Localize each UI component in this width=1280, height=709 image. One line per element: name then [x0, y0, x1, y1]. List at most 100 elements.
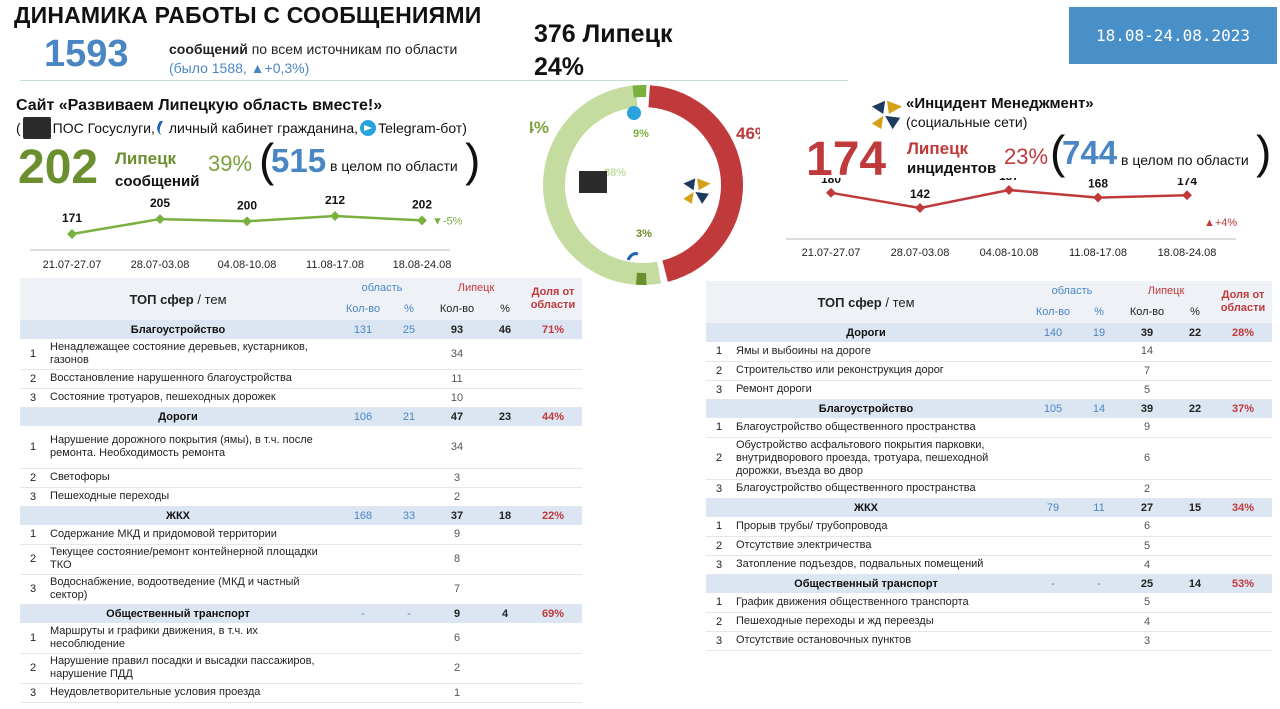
category-region-count: 106 [336, 407, 390, 426]
category-region-pct: 21 [390, 407, 428, 426]
row-number: 3 [20, 388, 46, 408]
data-point [1182, 190, 1192, 201]
data-label: 171 [62, 211, 82, 225]
row-value: 5 [1118, 380, 1176, 400]
x-tick-label: 11.08-17.08 [1069, 247, 1127, 259]
table-row: 3 Водоснабжение, водоотведение (МКД и ча… [20, 574, 582, 605]
row-topic: Нарушение правил посадки и высадки пасса… [46, 653, 336, 684]
row-empty [486, 525, 524, 545]
category-lipetsk-count: 9 [428, 604, 486, 623]
row-number: 3 [20, 487, 46, 507]
category-name: Благоустройство [706, 399, 1026, 418]
row-empty [1214, 517, 1272, 537]
category-region-pct: - [1080, 574, 1118, 593]
open-bracket: ( [1050, 126, 1066, 178]
header-lipetsk: Липецк [428, 278, 524, 298]
row-topic: Благоустройство общественного пространст… [732, 418, 1026, 438]
category-region-count: 105 [1026, 399, 1080, 418]
slice-label: 54% [530, 118, 549, 137]
row-number: 2 [20, 544, 46, 575]
row-empty [336, 653, 390, 684]
category-share: 44% [524, 407, 582, 426]
row-topic: График движения общественного транспорта [732, 593, 1026, 613]
row-empty [1080, 536, 1118, 556]
period-badge: 18.08-24.08.2023 [1069, 7, 1277, 64]
row-empty [1176, 479, 1214, 499]
x-tick-label: 11.08-17.08 [306, 259, 364, 271]
row-empty [524, 487, 582, 507]
category-row: ЖКХ 168 33 37 18 22% [20, 506, 582, 525]
header-region-pct: % [390, 298, 428, 320]
row-number: 3 [706, 380, 732, 400]
row-empty [1080, 342, 1118, 362]
row-empty [524, 426, 582, 469]
data-label: 168 [1088, 178, 1108, 191]
row-value: 34 [428, 426, 486, 469]
category-region-pct: - [390, 604, 428, 623]
row-number: 2 [706, 361, 732, 381]
data-point [826, 187, 836, 198]
row-value: 14 [1118, 342, 1176, 362]
category-lipetsk-pct: 4 [486, 604, 524, 623]
row-empty [524, 653, 582, 684]
lipetsk-total: 376 Липецк [534, 20, 673, 48]
data-label: 187 [999, 178, 1019, 183]
category-share: 37% [1214, 399, 1272, 418]
row-empty [336, 544, 390, 575]
data-label: 212 [325, 196, 345, 207]
incident-label-city: Липецк [907, 139, 969, 158]
row-empty [390, 574, 428, 605]
total-messages-bold: сообщений [169, 41, 248, 57]
row-topic: Водоснабжение, водоотведение (МКД и част… [46, 574, 336, 605]
header-topic-label: ТОП сфер [129, 291, 194, 307]
row-topic: Ремонт дороги [732, 380, 1026, 400]
row-value: 5 [1118, 593, 1176, 613]
x-tick-label: 21.07-27.07 [802, 247, 861, 259]
table-row: 2 Обустройство асфальтового покрытия пар… [706, 437, 1272, 480]
row-value: 34 [428, 339, 486, 370]
row-number: 3 [20, 683, 46, 703]
category-region-pct: 33 [390, 506, 428, 525]
row-number: 2 [20, 369, 46, 389]
data-point [915, 203, 925, 213]
row-number: 1 [20, 525, 46, 545]
row-empty [336, 574, 390, 605]
table-row: 1 График движения общественного транспор… [706, 593, 1272, 613]
slice-label: 9% [633, 128, 649, 140]
row-empty [524, 525, 582, 545]
row-value: 4 [1118, 555, 1176, 575]
category-lipetsk-count: 39 [1118, 399, 1176, 418]
x-tick-label: 04.08-10.08 [218, 259, 277, 271]
row-value: 10 [428, 388, 486, 408]
category-row: Общественный транспорт - - 25 14 53% [706, 574, 1272, 593]
incident-title: «Инцидент Менеджмент» [906, 95, 1094, 112]
row-topic: Неудовлетворительные условия проезда [46, 683, 336, 703]
total-previous: (было 1588, ▲+0,3%) [169, 60, 310, 76]
row-empty [390, 468, 428, 488]
incident-logo-icon [871, 100, 903, 130]
row-empty [1176, 342, 1214, 362]
table-row: 2 Восстановление нарушенного благоустрой… [20, 369, 582, 389]
data-point [67, 229, 77, 239]
source-gosuslugi: ПОС Госуслуги, [52, 120, 155, 136]
incident-trend-chart: 180 21.07-27.07 142 28.07-03.08 187 04.08-10.… [786, 178, 1237, 259]
category-lipetsk-count: 47 [428, 407, 486, 426]
category-region-pct: 25 [390, 320, 428, 339]
row-empty [524, 468, 582, 488]
row-empty [1080, 631, 1118, 651]
row-empty [1214, 479, 1272, 499]
table-row: 3 Неудовлетворительные условия проезда 1 [20, 683, 582, 703]
row-empty [486, 426, 524, 469]
x-tick-label: 21.07-27.07 [43, 259, 102, 271]
site-percent: 39% [208, 151, 253, 176]
row-value: 2 [1118, 479, 1176, 499]
telegram-icon [627, 106, 641, 120]
row-empty [336, 468, 390, 488]
row-empty [1026, 342, 1080, 362]
data-point [1093, 192, 1103, 203]
divider [20, 80, 848, 81]
row-empty [1080, 517, 1118, 537]
row-topic: Прорыв трубы/ трубопровода [732, 517, 1026, 537]
x-tick-label: 28.07-03.08 [891, 247, 950, 259]
trend-note: ▲+4% [1204, 217, 1237, 229]
